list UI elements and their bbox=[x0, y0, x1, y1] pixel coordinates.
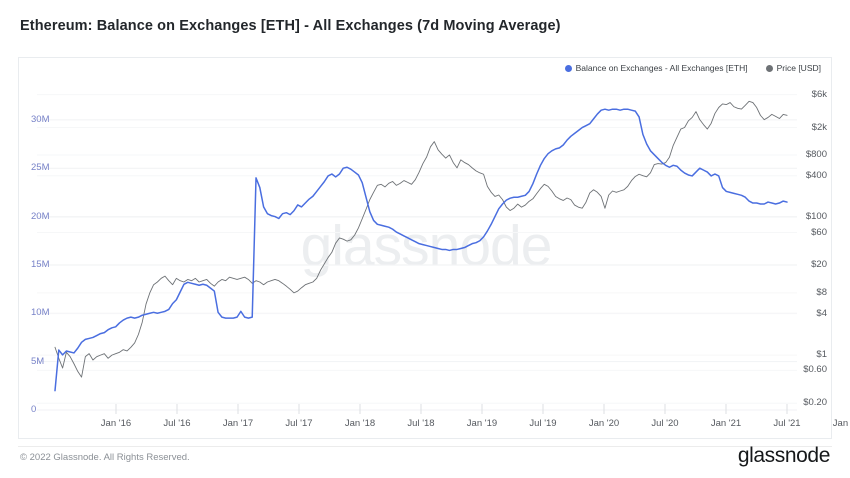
y-axis-right-tick: $0.60 bbox=[803, 364, 827, 376]
y-axis-right-tick: $8 bbox=[816, 286, 827, 298]
x-axis-tick: Jan '22 bbox=[832, 418, 850, 429]
y-axis-left-tick: 10M bbox=[31, 307, 50, 319]
x-axis-tick: Jan '21 bbox=[710, 418, 742, 429]
copyright-text: © 2022 Glassnode. All Rights Reserved. bbox=[20, 452, 190, 463]
y-axis-right-tick: $2k bbox=[811, 121, 827, 133]
chart-card: Balance on Exchanges - All Exchanges [ET… bbox=[18, 57, 850, 440]
chart-svg bbox=[37, 94, 797, 414]
y-axis-left-tick: 15M bbox=[31, 258, 50, 270]
x-axis-tick: Jan '19 bbox=[466, 418, 498, 429]
balance-line bbox=[54, 108, 788, 392]
x-axis-tick: Jul '16 bbox=[163, 418, 191, 429]
y-axis-left-tick: 0 bbox=[31, 404, 37, 415]
x-axis-tick: Jul '19 bbox=[529, 418, 557, 429]
legend-label-price: Price [USD] bbox=[776, 63, 821, 73]
y-axis-right-tick: $0.20 bbox=[803, 397, 827, 409]
legend-item-price[interactable]: Price [USD] bbox=[765, 63, 821, 73]
price-line bbox=[54, 100, 788, 378]
brand-logo: glassnode bbox=[737, 444, 831, 467]
y-axis-right-tick: $60 bbox=[811, 226, 827, 238]
footer-divider bbox=[18, 446, 832, 447]
y-axis-right-tick: $4 bbox=[816, 307, 827, 319]
y-axis-left-tick: 20M bbox=[31, 210, 50, 222]
x-axis-tick: Jul '17 bbox=[285, 418, 313, 429]
legend-dot-price bbox=[765, 64, 773, 72]
y-axis-right-tick: $400 bbox=[805, 169, 827, 181]
x-axis-tick: Jul '20 bbox=[651, 418, 679, 429]
legend-dot-balance bbox=[564, 64, 572, 72]
y-axis-right-tick: $6k bbox=[811, 88, 827, 100]
chart-legend: Balance on Exchanges - All Exchanges [ET… bbox=[564, 63, 821, 73]
y-axis-left-tick: 30M bbox=[31, 113, 50, 125]
x-axis-tick: Jan '17 bbox=[222, 418, 254, 429]
x-gridlines bbox=[115, 404, 788, 414]
y-axis-left-tick: 5M bbox=[31, 355, 45, 367]
x-axis-tick: Jul '21 bbox=[773, 418, 801, 429]
plot-area: glassnode 0 5M 10M 15M 20M 25M 30M $0.20 $0.60 $… bbox=[19, 58, 850, 440]
x-axis-tick: Jan '18 bbox=[344, 418, 376, 429]
page-title: Ethereum: Balance on Exchanges [ETH] - A… bbox=[20, 18, 561, 34]
legend-item-balance[interactable]: Balance on Exchanges - All Exchanges [ET… bbox=[564, 63, 748, 73]
x-axis-tick: Jan '20 bbox=[588, 418, 620, 429]
legend-label-balance: Balance on Exchanges - All Exchanges [ET… bbox=[575, 63, 748, 73]
x-axis-tick: Jul '18 bbox=[407, 418, 435, 429]
y-axis-right-tick: $100 bbox=[805, 211, 827, 223]
gridlines bbox=[37, 94, 797, 411]
y-axis-right-tick: $20 bbox=[811, 259, 827, 271]
x-axis-tick: Jan '16 bbox=[100, 418, 132, 429]
y-axis-left-tick: 25M bbox=[31, 162, 50, 174]
y-axis-right-tick: $1 bbox=[816, 349, 827, 361]
y-axis-right-tick: $800 bbox=[805, 148, 827, 160]
